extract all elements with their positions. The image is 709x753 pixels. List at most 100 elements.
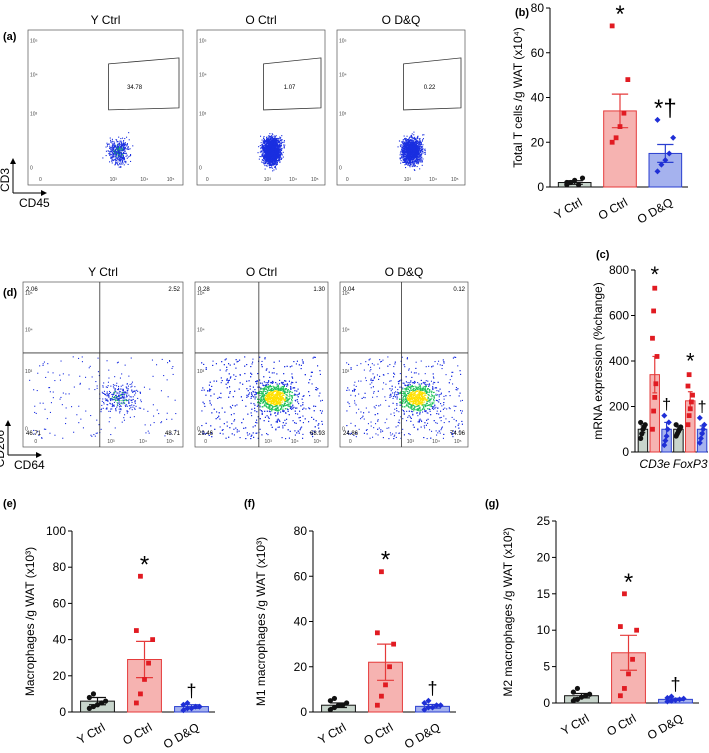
flow-event-dot	[412, 152, 414, 154]
flow-event-dot	[130, 396, 132, 398]
flow-event-dot	[414, 150, 416, 152]
flow-event-dot	[54, 434, 56, 436]
flow-event-dot	[403, 149, 405, 151]
flow-event-dot	[266, 164, 268, 166]
flow-event-dot	[115, 394, 117, 396]
flow-event-dot	[278, 149, 280, 151]
flow-event-dot	[412, 161, 414, 163]
flow-event-dot	[422, 138, 424, 140]
flow-event-dot	[276, 138, 278, 140]
flow-event-dot	[419, 144, 421, 146]
flow-event-dot	[417, 135, 419, 137]
flow-event-dot	[404, 151, 406, 153]
flow-event-dot	[124, 392, 126, 394]
flow-event-dot	[122, 137, 124, 139]
flow-event-dot	[404, 153, 406, 155]
flow-event-dot	[271, 163, 273, 165]
flow-event-dot	[418, 161, 420, 163]
flow-event-dot	[413, 142, 415, 144]
flow-event-dot	[270, 163, 272, 165]
flow-event-dot	[114, 376, 116, 378]
flow-event-dot	[412, 156, 414, 158]
panel-label-a: (a)	[3, 31, 17, 43]
flow-event-dot	[274, 163, 276, 165]
flow-event-dot	[267, 158, 269, 160]
flow-event-dot	[260, 148, 262, 150]
flow-event-dot	[89, 365, 91, 367]
flow-event-dot	[122, 159, 124, 161]
flow-event-dot	[280, 155, 282, 157]
flow-event-dot	[402, 158, 404, 160]
flow-event-dot	[258, 146, 260, 148]
flow-event-dot	[414, 169, 416, 171]
flow-event-dot	[38, 434, 40, 436]
flow-event-dot	[267, 143, 269, 145]
flow-event-dot	[41, 437, 43, 439]
flow-event-dot	[265, 146, 267, 148]
flow-event-dot	[261, 155, 263, 157]
flow-event-dot	[107, 143, 109, 145]
flow-event-dot	[123, 417, 125, 419]
flow-event-dot	[403, 146, 405, 148]
flow-event-dot	[134, 408, 136, 410]
flow-event-dot	[417, 157, 419, 159]
flow-event-dot	[266, 138, 268, 140]
flow-event-dot	[268, 143, 270, 145]
flow-event-dot	[110, 156, 112, 158]
flow-event-dot	[406, 154, 408, 156]
flow-event-dot	[421, 140, 423, 142]
flow-event-dot	[116, 402, 118, 404]
flow-y-tick-label: 10³	[199, 111, 207, 117]
flow-event-dot	[270, 159, 272, 161]
flow-event-dot	[413, 131, 415, 133]
flow-event-dot	[267, 141, 269, 143]
flow-event-dot	[43, 428, 45, 430]
flow-event-dot	[112, 143, 114, 145]
flow-event-dot	[117, 143, 119, 145]
flow-event-dot	[119, 156, 121, 158]
flow-event-dot	[263, 139, 265, 141]
flow-event-dot	[411, 152, 413, 154]
flow-event-dot	[269, 158, 271, 160]
flow-event-dot	[111, 140, 113, 142]
flow-event-dot	[407, 144, 409, 146]
flow-event-dot	[113, 141, 115, 143]
flow-event-dot	[276, 143, 278, 145]
flow-event-dot	[113, 401, 115, 403]
flow-event-dot	[272, 149, 274, 151]
flow-event-dot	[409, 150, 411, 152]
flow-event-dot	[82, 427, 84, 429]
flow-event-dot	[414, 152, 416, 154]
flow-event-dot	[122, 143, 124, 145]
flow-event-dot	[102, 385, 104, 387]
flow-event-dot	[128, 139, 130, 141]
flow-event-dot	[418, 147, 420, 149]
flow-event-dot	[269, 146, 271, 148]
flow-event-dot	[264, 146, 266, 148]
flow-event-dot	[405, 139, 407, 141]
flow-event-dot	[267, 148, 269, 150]
flow-event-dot	[402, 161, 404, 163]
flow-event-dot	[279, 138, 281, 140]
panel-label-d: (d)	[3, 287, 17, 299]
flow-event-dot	[124, 142, 126, 144]
flow-event-dot	[119, 163, 121, 165]
flow-event-dot	[268, 138, 270, 140]
flow-event-dot	[413, 134, 415, 136]
flow-event-dot	[280, 139, 282, 141]
flow-event-dot	[405, 167, 407, 169]
flow-event-dot	[219, 426, 221, 428]
flow-event-dot	[272, 160, 274, 162]
flow-event-dot	[44, 408, 46, 410]
flow-event-dot	[120, 166, 122, 168]
flow-event-dot	[402, 150, 404, 152]
flow-event-dot	[102, 157, 104, 159]
flow-event-dot	[113, 156, 115, 158]
flow-event-dot	[413, 155, 415, 157]
flow-event-dot	[113, 396, 115, 398]
flow-y-axis-arrowhead	[10, 158, 16, 164]
flow-event-dot	[412, 142, 414, 144]
flow-event-dot	[268, 156, 270, 158]
flow-event-dot	[106, 144, 108, 146]
flow-event-dot	[130, 399, 132, 401]
